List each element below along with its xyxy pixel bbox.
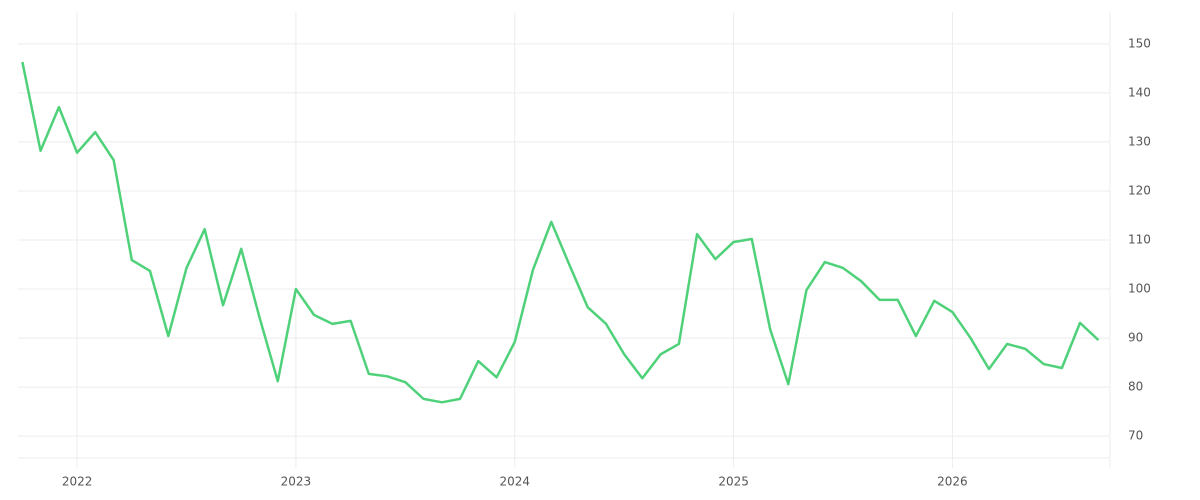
y-tick-label: 90 <box>1128 331 1143 345</box>
y-tick-label: 80 <box>1128 380 1143 394</box>
y-tick-label: 70 <box>1128 429 1143 443</box>
x-tick-label: 2023 <box>281 475 312 489</box>
x-tick-label: 2024 <box>499 475 530 489</box>
x-tick-label: 2026 <box>937 475 968 489</box>
y-tick-label: 100 <box>1128 282 1151 296</box>
y-tick-label: 150 <box>1128 36 1151 50</box>
data-line <box>21 61 1100 404</box>
y-tick-label: 110 <box>1128 233 1151 247</box>
y-tick-label: 140 <box>1128 85 1151 99</box>
y-tick-label: 130 <box>1128 134 1151 148</box>
x-tick-label: 2025 <box>718 475 749 489</box>
y-tick-label: 120 <box>1128 183 1151 197</box>
x-tick-label: 2022 <box>62 475 93 489</box>
